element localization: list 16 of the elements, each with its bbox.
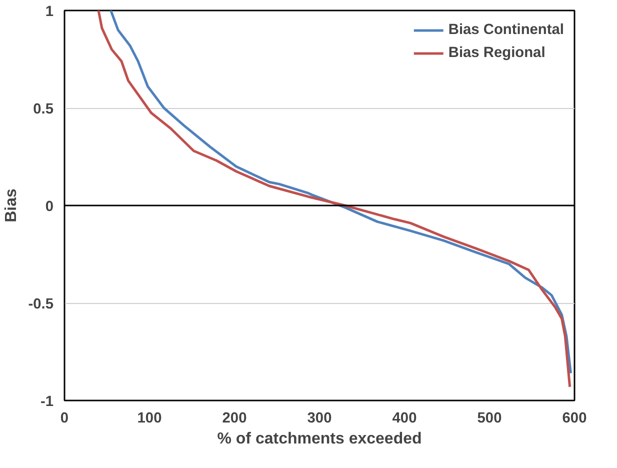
x-tick-label: 500 [477, 410, 502, 426]
legend-label: Bias Regional [448, 45, 546, 61]
x-tick-label: 100 [137, 410, 162, 426]
x-tick-label: 0 [60, 410, 69, 426]
y-tick-label: 0.5 [33, 102, 54, 118]
x-tick-label: 400 [392, 410, 417, 426]
y-tick-label: -1 [40, 394, 54, 410]
legend-label: Bias Continental [448, 22, 564, 38]
x-tick-label: 200 [222, 410, 247, 426]
x-tick-label: 300 [307, 410, 332, 426]
y-tick-label: 0 [45, 199, 54, 215]
y-tick-label: -0.5 [28, 296, 54, 312]
y-axis-title: Bias [3, 188, 20, 222]
y-tick-label: 1 [45, 4, 54, 20]
x-axis-title: % of catchments exceeded [217, 430, 422, 448]
x-tick-label: 600 [562, 410, 587, 426]
